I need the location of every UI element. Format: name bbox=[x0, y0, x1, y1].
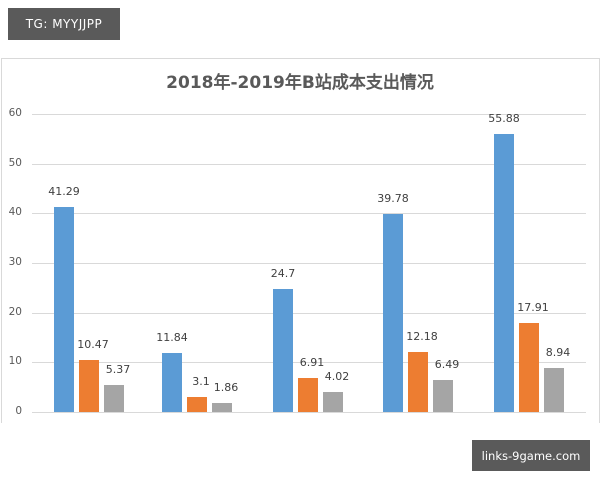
watermark-top: TG: MYYJJPP bbox=[8, 8, 120, 40]
y-tick-label: 30 bbox=[8, 256, 22, 268]
bar bbox=[104, 385, 124, 412]
bar bbox=[519, 323, 539, 412]
data-label: 4.02 bbox=[324, 370, 350, 384]
data-label: 12.18 bbox=[406, 329, 438, 343]
data-label: 10.47 bbox=[77, 337, 109, 351]
data-label: 39.78 bbox=[377, 192, 409, 206]
data-label: 1.86 bbox=[213, 380, 239, 394]
data-label: 3.1 bbox=[192, 374, 210, 388]
data-label: 6.91 bbox=[299, 355, 325, 369]
chart-title: 2018年-2019年B站成本支出情况 bbox=[166, 73, 434, 93]
bar bbox=[544, 367, 564, 412]
bar bbox=[383, 214, 403, 412]
data-label: 6.49 bbox=[434, 357, 460, 371]
gridline bbox=[32, 412, 586, 413]
y-tick-label: 40 bbox=[8, 206, 22, 219]
gridline bbox=[32, 114, 586, 115]
data-label: 5.37 bbox=[105, 363, 131, 377]
bar bbox=[298, 377, 318, 412]
data-label: 8.94 bbox=[545, 345, 571, 359]
data-label: 24.7 bbox=[270, 267, 296, 281]
bar bbox=[162, 353, 182, 412]
bar bbox=[323, 392, 343, 412]
bar bbox=[408, 351, 428, 412]
data-label: 55.88 bbox=[488, 112, 520, 126]
data-label: 41.29 bbox=[48, 184, 80, 198]
bar bbox=[494, 134, 514, 412]
y-tick-label: 50 bbox=[8, 156, 22, 169]
gridline bbox=[32, 362, 586, 364]
y-tick-label: 10 bbox=[8, 355, 22, 368]
y-tick-label: 60 bbox=[8, 107, 22, 119]
gridline bbox=[32, 263, 586, 264]
bar bbox=[433, 379, 453, 412]
bar bbox=[187, 396, 207, 412]
y-tick-label: 20 bbox=[8, 305, 22, 318]
gridline bbox=[32, 213, 586, 215]
watermark-bottom: links-9game.com bbox=[472, 440, 590, 471]
gridline bbox=[32, 163, 586, 165]
data-label: 17.91 bbox=[517, 301, 549, 315]
bar bbox=[273, 289, 293, 412]
bar bbox=[212, 402, 232, 412]
bar bbox=[54, 206, 74, 412]
gridline bbox=[32, 312, 586, 314]
bar bbox=[79, 359, 99, 412]
data-label: 11.84 bbox=[156, 331, 188, 345]
y-tick-label: 0 bbox=[15, 405, 22, 417]
